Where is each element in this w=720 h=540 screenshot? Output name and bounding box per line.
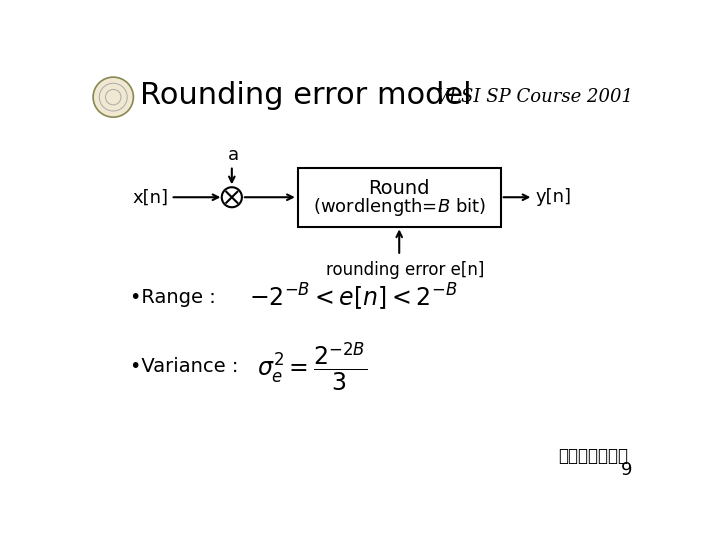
Text: y[n]: y[n] xyxy=(536,188,572,206)
Text: •Variance :: •Variance : xyxy=(130,357,238,376)
Bar xyxy=(297,168,500,226)
Circle shape xyxy=(93,77,133,117)
Text: rounding error e[n]: rounding error e[n] xyxy=(326,261,485,279)
Text: Round: Round xyxy=(369,179,430,198)
Text: 9: 9 xyxy=(621,461,632,479)
Text: VLSI SP Course 2001: VLSI SP Course 2001 xyxy=(436,88,632,106)
Text: x[n]: x[n] xyxy=(132,188,168,206)
Text: a: a xyxy=(228,146,239,164)
Text: Rounding error model: Rounding error model xyxy=(140,81,472,110)
Text: $-2^{-B} < e[n] < 2^{-B}$: $-2^{-B} < e[n] < 2^{-B}$ xyxy=(249,282,457,313)
Text: 台大電機吴安宇: 台大電機吴安宇 xyxy=(559,447,629,465)
Text: (wordlength=$\it{B}$ bit): (wordlength=$\it{B}$ bit) xyxy=(312,196,486,218)
Text: •Range :: •Range : xyxy=(130,288,216,307)
Text: $\sigma_e^2 = \dfrac{2^{-2B}}{3}$: $\sigma_e^2 = \dfrac{2^{-2B}}{3}$ xyxy=(256,340,366,393)
